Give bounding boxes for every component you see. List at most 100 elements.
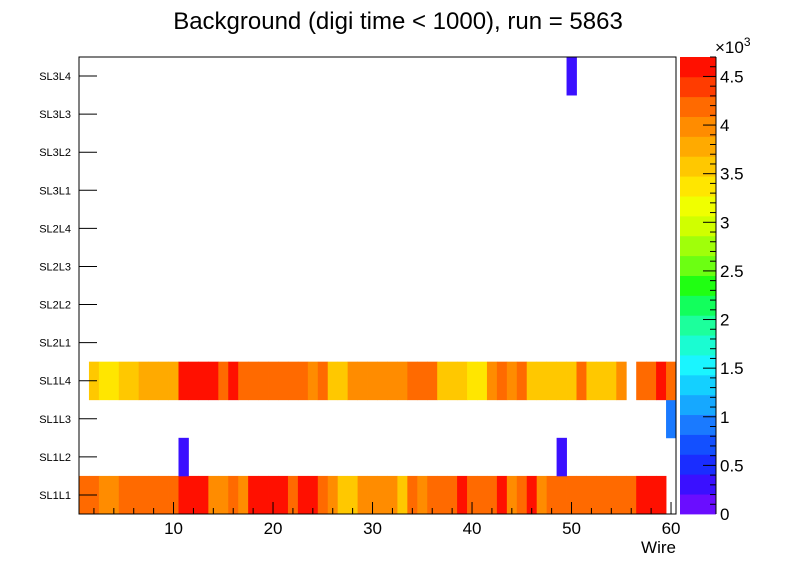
heatmap-cell — [367, 475, 378, 515]
heatmap-cell — [138, 361, 150, 401]
heatmap-cell — [208, 361, 219, 401]
heatmap-cell — [268, 475, 279, 515]
heatmap-cell — [218, 361, 229, 401]
heatmap-cell — [556, 361, 567, 401]
z-tick-label: 4.5 — [720, 67, 744, 86]
heatmap-cell — [168, 475, 179, 515]
color-scale-band — [680, 116, 716, 137]
heatmap-cell — [238, 361, 249, 401]
heatmap-cell — [198, 475, 209, 515]
color-scale-multiplier: ×103 — [715, 35, 751, 57]
x-tick-label: 40 — [463, 519, 482, 538]
heatmap-cell — [347, 361, 358, 401]
color-scale-band — [680, 255, 716, 276]
heatmap-cell — [457, 475, 468, 515]
heatmap-cell — [566, 361, 577, 401]
heatmap-cell — [317, 361, 329, 401]
color-scale-band — [680, 215, 716, 237]
heatmap-cell — [128, 361, 140, 401]
heatmap-cell — [526, 361, 538, 401]
heatmap-cell — [268, 361, 279, 401]
heatmap-cell — [437, 361, 448, 401]
heatmap-cell — [536, 475, 548, 515]
heatmap-cell — [477, 361, 488, 401]
heatmap-cell — [228, 475, 239, 515]
color-scale-multiplier-base: ×10 — [715, 38, 744, 57]
heatmap-cell — [417, 475, 428, 515]
heatmap-cell — [486, 361, 498, 401]
plot-frame — [78, 56, 677, 515]
heatmap-cell — [118, 361, 130, 401]
heatmap-cell — [397, 361, 408, 401]
heatmap-cell — [586, 361, 597, 401]
heatmap-cell — [347, 475, 358, 515]
heatmap-cell — [337, 475, 349, 515]
x-tick-label: 20 — [264, 519, 283, 538]
heatmap-cell — [427, 361, 438, 401]
heatmap-cell — [377, 361, 388, 401]
heatmap-cell — [576, 361, 587, 401]
heatmap-cell — [616, 475, 627, 515]
heatmap-cell — [108, 475, 120, 515]
heatmap-cell — [148, 361, 159, 401]
color-scale-band — [680, 474, 716, 495]
heatmap-cell — [467, 361, 478, 401]
heatmap-cell — [128, 475, 140, 515]
heatmap-cell — [367, 361, 378, 401]
heatmap-cell — [158, 475, 169, 515]
color-scale-band — [680, 235, 716, 257]
chart-title: Background (digi time < 1000), run = 586… — [173, 8, 623, 35]
color-scale-band — [680, 275, 716, 296]
heatmap-cell — [437, 475, 448, 515]
heatmap-cell — [98, 475, 110, 515]
y-tick-label: SL1L2 — [39, 452, 71, 464]
heatmap-cell — [228, 361, 239, 401]
heatmap-cell — [188, 475, 199, 515]
color-scale-band — [680, 96, 716, 118]
color-scale-band — [680, 494, 716, 515]
y-tick-label: SL1L1 — [39, 490, 71, 502]
heatmap-cell — [496, 361, 508, 401]
heatmap-cell — [178, 361, 189, 401]
heatmap-cell — [178, 437, 189, 477]
heatmap-cell — [317, 475, 329, 515]
y-tick-label: SL1L4 — [39, 376, 71, 388]
heatmap-cell — [656, 361, 667, 401]
z-tick-label: 3.5 — [720, 165, 744, 184]
heatmap-cell — [596, 361, 607, 401]
heatmap-cell — [616, 361, 627, 401]
z-tick-label: 2.5 — [720, 262, 744, 281]
color-scale-band — [680, 355, 716, 376]
color-scale-band — [680, 335, 716, 356]
x-tick-label: 60 — [662, 519, 681, 538]
heatmap-cell — [646, 361, 657, 401]
y-tick-label: SL2L1 — [39, 338, 71, 350]
heatmap-cell — [327, 361, 339, 401]
z-tick-label: 1.5 — [720, 359, 744, 378]
heatmap-cell — [168, 361, 179, 401]
y-tick-label: SL3L3 — [39, 109, 71, 121]
heatmap-cell — [666, 361, 677, 401]
color-scale — [680, 57, 716, 515]
color-scale-band — [680, 374, 716, 396]
heatmap-cells — [79, 57, 677, 515]
heatmap-cell — [586, 475, 597, 515]
heatmap-cell — [417, 361, 428, 401]
heatmap-cell — [297, 361, 309, 401]
heatmap-cell — [496, 475, 508, 515]
heatmap-cell — [248, 475, 259, 515]
color-scale-band — [680, 315, 716, 336]
color-scale-band — [680, 136, 716, 157]
heatmap-cell — [447, 361, 458, 401]
heatmap-cell — [188, 361, 199, 401]
heatmap-cell — [108, 361, 120, 401]
heatmap-cell — [556, 437, 567, 477]
color-scale-band — [680, 434, 716, 455]
heatmap-cell — [467, 475, 478, 515]
heatmap-cell — [566, 57, 577, 96]
heatmap-cell — [138, 475, 150, 515]
y-tick-label: SL3L4 — [39, 71, 71, 83]
heatmap-cell — [327, 475, 339, 515]
y-tick-label: SL3L1 — [39, 185, 71, 197]
